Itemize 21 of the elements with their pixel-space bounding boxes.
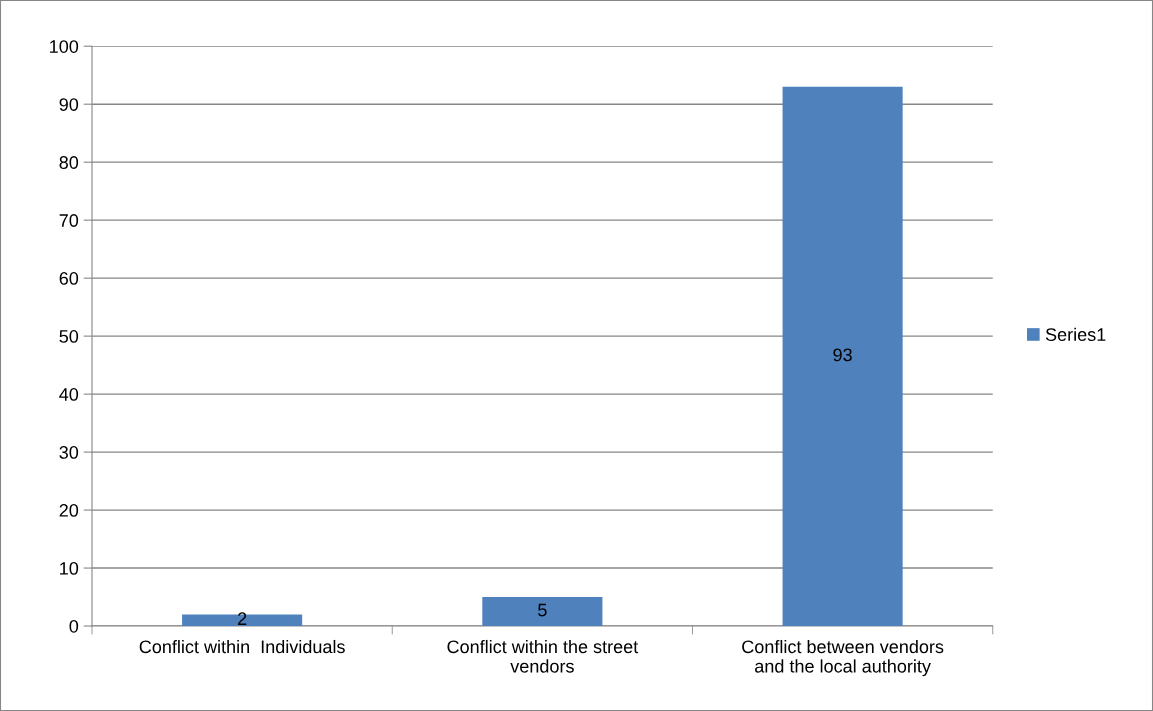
- y-tick-label: 0: [69, 619, 79, 633]
- x-tick-label: Conflict within the street vendors: [447, 639, 639, 673]
- y-tick-label: 70: [59, 214, 79, 227]
- y-tick-label: 60: [59, 272, 79, 285]
- y-tick-label: 90: [59, 98, 79, 111]
- y-tick-label: 20: [59, 504, 79, 517]
- data-label: 5: [538, 603, 547, 617]
- y-tick-label: 50: [59, 330, 79, 343]
- x-tick-label: Conflict within Individuals: [139, 639, 345, 654]
- data-label: 2: [238, 612, 247, 625]
- x-tick-label: Conflict between vendors and the local authority: [742, 639, 944, 677]
- y-tick-label: 100: [50, 40, 79, 53]
- y-tick-label: 30: [59, 446, 79, 459]
- data-label: 93: [833, 348, 852, 362]
- bar: [182, 614, 303, 627]
- y-tick-label: 80: [59, 156, 79, 169]
- y-tick-label: 40: [59, 388, 79, 401]
- legend-label: Series1: [1045, 327, 1106, 341]
- bar: [782, 86, 903, 627]
- y-tick-label: 10: [60, 561, 79, 575]
- bar: [482, 597, 603, 627]
